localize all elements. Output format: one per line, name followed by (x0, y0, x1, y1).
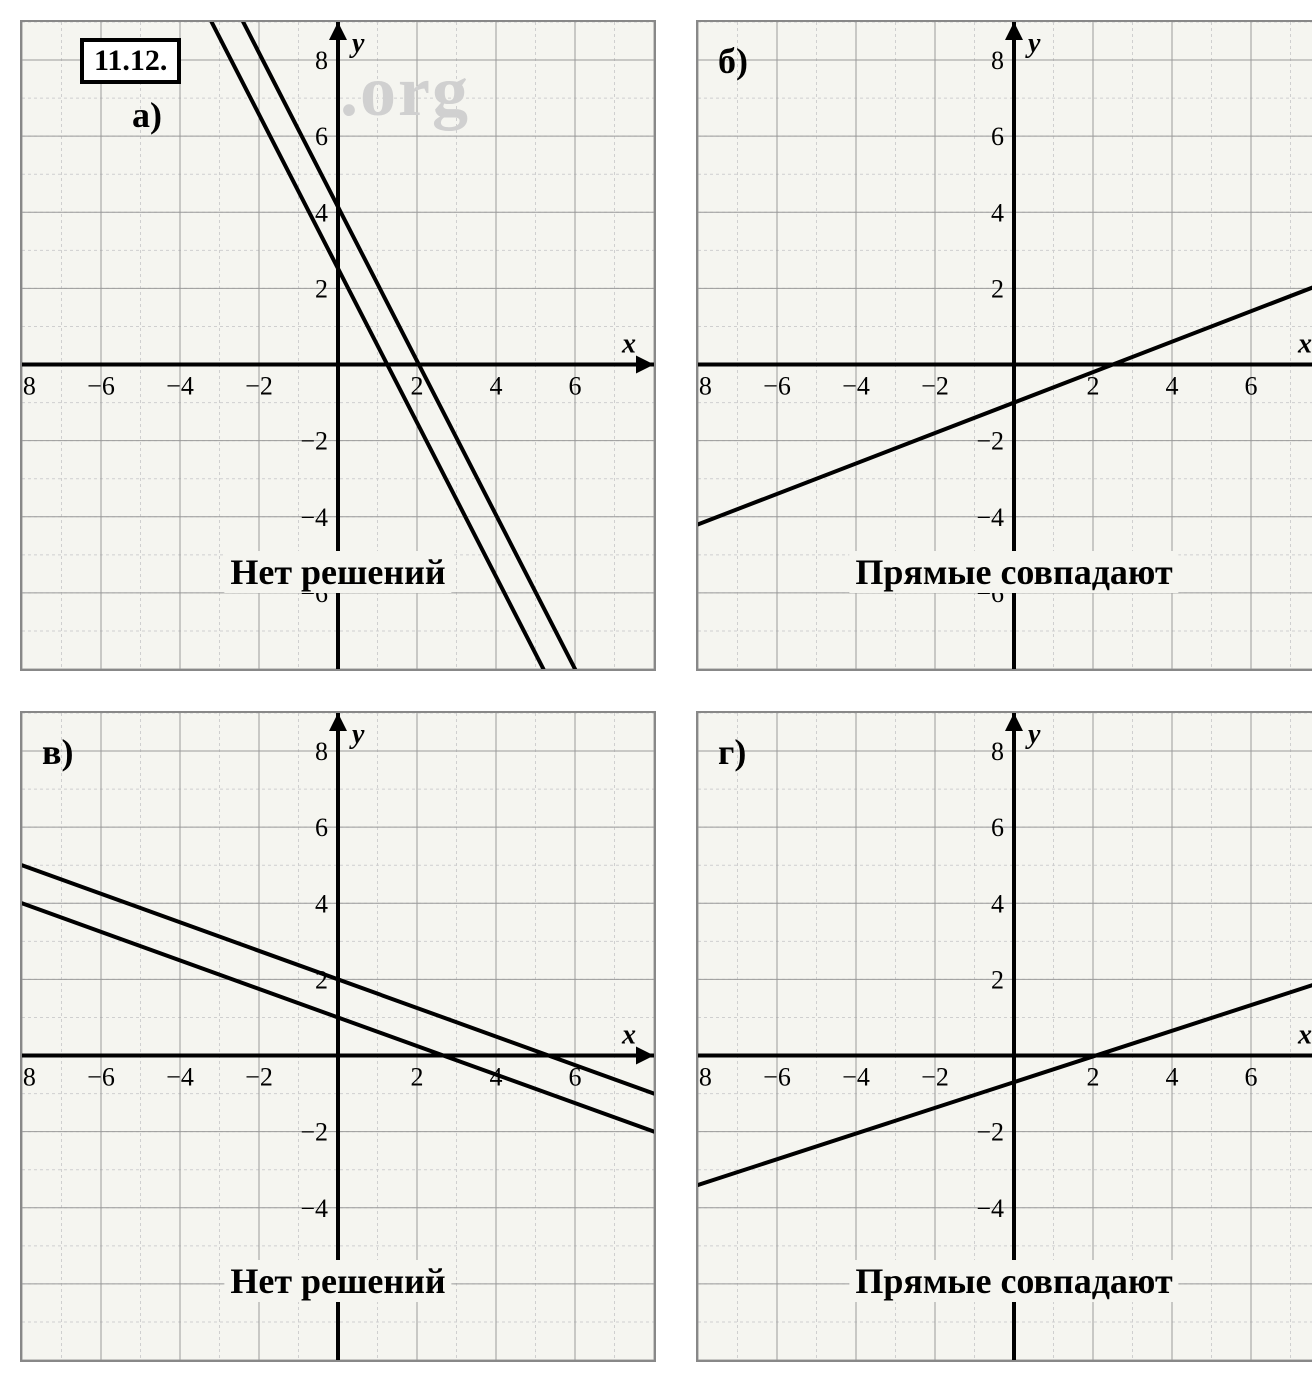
svg-text:4: 4 (1166, 372, 1179, 401)
svg-text:−4: −4 (300, 503, 328, 532)
svg-text:−2: −2 (245, 372, 273, 401)
svg-text:4: 4 (991, 198, 1004, 227)
chart-panel-a: xy−8−6−4−2246−6−4−22468а)Нет решений (20, 20, 656, 671)
svg-text:x: x (1297, 1020, 1312, 1051)
svg-text:−2: −2 (976, 1118, 1004, 1147)
svg-text:x: x (1297, 329, 1312, 360)
charts-grid: x y −8 −6 −4 −2 2 4 6 −6 −4 −2 2 4 6 8 а) Нет решений x y −… (20, 20, 1312, 1362)
svg-text:2: 2 (411, 372, 424, 401)
svg-text:x: x (621, 1020, 636, 1051)
svg-text:6: 6 (315, 122, 328, 151)
chart-panel-v: xy−8−6−4−2246−6−4−22468в)Нет решений (20, 711, 656, 1362)
panel-label: в) (42, 731, 73, 773)
panel-caption: Нет решений (224, 1260, 451, 1302)
svg-text:6: 6 (569, 372, 582, 401)
svg-text:−6: −6 (87, 1063, 115, 1092)
svg-text:y: y (349, 719, 365, 750)
svg-text:6: 6 (991, 813, 1004, 842)
svg-text:x: x (621, 329, 636, 360)
svg-text:y: y (349, 28, 365, 59)
chart-panel-g: xy−8−6−4−2246−6−4−22468г)Прямые совпадаю… (696, 711, 1312, 1362)
svg-text:4: 4 (490, 372, 503, 401)
svg-text:−4: −4 (300, 1194, 328, 1223)
svg-text:4: 4 (315, 198, 328, 227)
svg-text:4: 4 (315, 889, 328, 918)
svg-text:y: y (1025, 28, 1041, 59)
svg-text:−8: −8 (22, 372, 36, 401)
svg-text:6: 6 (991, 122, 1004, 151)
svg-text:−8: −8 (22, 1063, 36, 1092)
svg-text:4: 4 (991, 889, 1004, 918)
svg-text:6: 6 (315, 813, 328, 842)
svg-text:−4: −4 (166, 1063, 194, 1092)
svg-text:8: 8 (991, 737, 1004, 766)
svg-text:−8: −8 (698, 372, 712, 401)
svg-text:2: 2 (315, 274, 328, 303)
chart-panel-b: xy−8−6−4−2246−6−4−22468б)Прямые совпадаю… (696, 20, 1312, 671)
svg-text:6: 6 (1245, 1063, 1258, 1092)
svg-text:2: 2 (991, 965, 1004, 994)
problem-number: 11.12. (94, 44, 167, 77)
svg-text:−6: −6 (763, 372, 791, 401)
svg-text:−2: −2 (300, 427, 328, 456)
page: .org 11.12. xy−8−6−4−2246−6−4−22468а)Нет… (20, 20, 1312, 1362)
panel-label: а) (132, 94, 162, 136)
svg-text:−2: −2 (245, 1063, 273, 1092)
svg-text:−4: −4 (976, 503, 1004, 532)
panel-caption: Нет решений (224, 551, 451, 593)
svg-text:6: 6 (1245, 372, 1258, 401)
svg-text:−2: −2 (300, 1118, 328, 1147)
svg-text:−6: −6 (87, 372, 115, 401)
svg-text:−4: −4 (976, 1194, 1004, 1223)
svg-text:2: 2 (991, 274, 1004, 303)
panel-caption: Прямые совпадают (849, 1260, 1178, 1302)
svg-text:−2: −2 (921, 372, 949, 401)
svg-text:8: 8 (315, 737, 328, 766)
svg-text:−6: −6 (763, 1063, 791, 1092)
svg-text:−4: −4 (842, 372, 870, 401)
svg-text:y: y (1025, 719, 1041, 750)
panel-caption: Прямые совпадают (849, 551, 1178, 593)
svg-text:−2: −2 (921, 1063, 949, 1092)
panel-label: б) (718, 40, 748, 82)
svg-text:−2: −2 (976, 427, 1004, 456)
panel-label: г) (718, 731, 746, 773)
svg-text:8: 8 (991, 46, 1004, 75)
svg-text:−4: −4 (166, 372, 194, 401)
svg-text:−8: −8 (698, 1063, 712, 1092)
svg-text:4: 4 (1166, 1063, 1179, 1092)
problem-number-badge: 11.12. (80, 38, 181, 84)
svg-text:2: 2 (1087, 1063, 1100, 1092)
svg-text:8: 8 (315, 46, 328, 75)
svg-text:2: 2 (411, 1063, 424, 1092)
svg-text:−4: −4 (842, 1063, 870, 1092)
